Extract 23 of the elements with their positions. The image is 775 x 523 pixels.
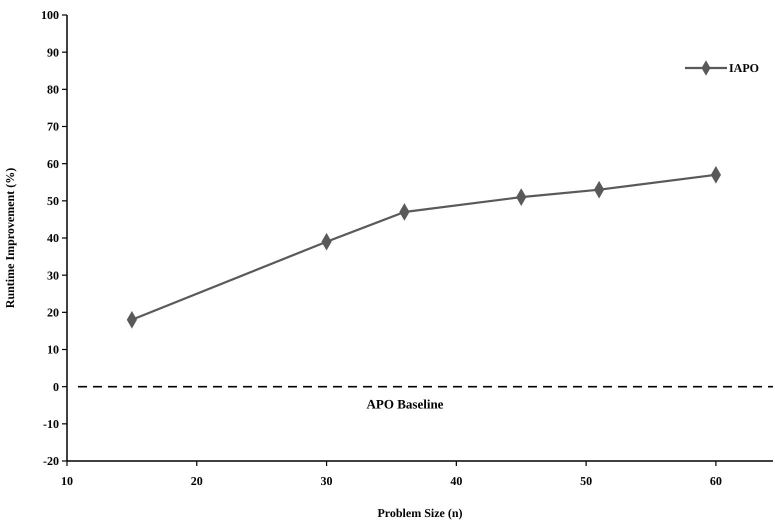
y-tick-label: 0 bbox=[53, 380, 59, 394]
x-tick-label: 30 bbox=[320, 474, 333, 488]
x-tick-label: 60 bbox=[710, 474, 722, 488]
y-tick-label: -10 bbox=[43, 417, 59, 432]
x-axis-title: Problem Size (n) bbox=[377, 506, 463, 520]
y-tick-label: -20 bbox=[43, 454, 59, 468]
y-tick-label: 50 bbox=[47, 194, 59, 208]
y-tick-label: 40 bbox=[47, 231, 59, 246]
y-tick-label: 30 bbox=[47, 268, 59, 282]
x-tick-label: 40 bbox=[450, 474, 462, 488]
y-tick-label: 70 bbox=[47, 120, 59, 134]
y-tick-label: 100 bbox=[41, 8, 59, 22]
x-tick-label: 20 bbox=[190, 474, 203, 488]
y-tick-label: 60 bbox=[47, 156, 59, 171]
y-axis-title: Runtime Improvement (%) bbox=[3, 168, 17, 308]
y-tick-label: 10 bbox=[47, 342, 59, 357]
y-tick-label: 90 bbox=[47, 45, 59, 60]
x-tick-label: 10 bbox=[61, 474, 73, 488]
legend-label: IAPO bbox=[729, 61, 759, 76]
y-tick-label: 80 bbox=[47, 82, 59, 97]
x-tick-label: 50 bbox=[580, 474, 592, 488]
y-tick-label: 20 bbox=[47, 306, 59, 320]
ref-line-label: APO Baseline bbox=[366, 396, 444, 412]
